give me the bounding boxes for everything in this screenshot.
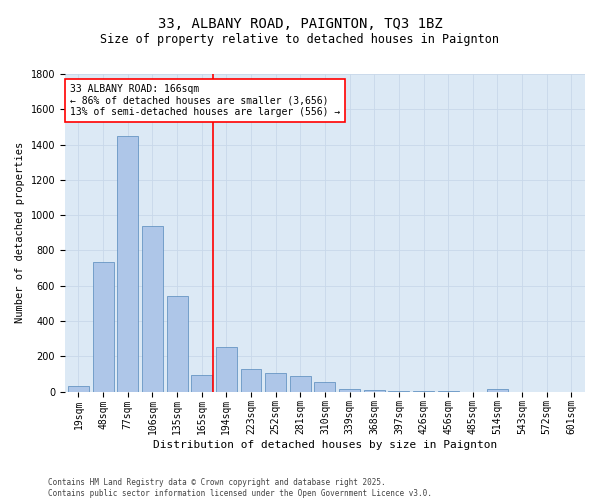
Text: Contains HM Land Registry data © Crown copyright and database right 2025.
Contai: Contains HM Land Registry data © Crown c… <box>48 478 432 498</box>
Y-axis label: Number of detached properties: Number of detached properties <box>15 142 25 324</box>
Bar <box>314 382 335 392</box>
Bar <box>191 375 212 392</box>
Bar <box>265 373 286 392</box>
Bar <box>117 136 138 392</box>
Text: Size of property relative to detached houses in Paignton: Size of property relative to detached ho… <box>101 32 499 46</box>
Bar <box>290 376 311 392</box>
Bar <box>92 262 113 392</box>
Text: 33, ALBANY ROAD, PAIGNTON, TQ3 1BZ: 33, ALBANY ROAD, PAIGNTON, TQ3 1BZ <box>158 18 442 32</box>
Bar <box>339 389 360 392</box>
Bar <box>241 368 262 392</box>
Text: 33 ALBANY ROAD: 166sqm
← 86% of detached houses are smaller (3,656)
13% of semi-: 33 ALBANY ROAD: 166sqm ← 86% of detached… <box>70 84 340 116</box>
Bar <box>487 389 508 392</box>
Bar <box>68 386 89 392</box>
X-axis label: Distribution of detached houses by size in Paignton: Distribution of detached houses by size … <box>153 440 497 450</box>
Bar <box>142 226 163 392</box>
Bar <box>364 390 385 392</box>
Bar <box>216 346 237 392</box>
Bar <box>388 391 409 392</box>
Bar <box>167 296 188 392</box>
